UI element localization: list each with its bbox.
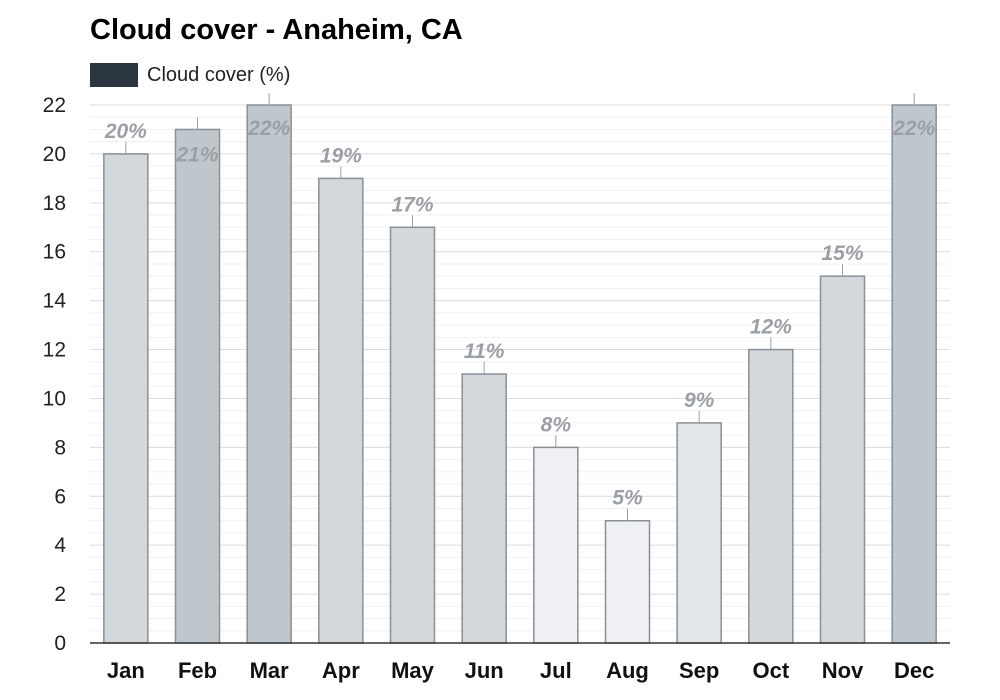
y-tick-label: 0	[54, 632, 66, 655]
y-tick-label: 16	[43, 241, 66, 264]
bar-dec	[891, 104, 937, 644]
legend-label: Cloud cover (%)	[147, 63, 291, 86]
x-tick-label: May	[391, 658, 435, 683]
x-tick-label: Sep	[679, 658, 719, 683]
legend-swatch	[90, 63, 138, 87]
y-tick-label: 8	[54, 436, 66, 459]
bar-sep	[676, 422, 722, 644]
bar-jun	[461, 373, 507, 644]
bar-nov	[819, 275, 866, 644]
x-tick-label: Feb	[178, 658, 217, 683]
data-label: 22%	[892, 117, 935, 140]
x-tick-label: Jun	[465, 658, 504, 683]
x-tick-label: Jan	[107, 658, 145, 683]
bar-jan	[103, 153, 149, 644]
bar-apr	[318, 177, 364, 644]
bar-may	[389, 226, 436, 644]
y-tick-label: 4	[54, 534, 66, 557]
data-label: 8%	[541, 413, 572, 436]
y-tick-label: 18	[43, 192, 66, 215]
bar-mar	[246, 104, 292, 644]
data-label: 11%	[464, 340, 505, 363]
data-label: 22%	[247, 117, 290, 140]
y-tick-label: 6	[54, 485, 66, 508]
y-tick-label: 10	[43, 387, 66, 410]
x-tick-label: Aug	[606, 658, 649, 683]
bar-aug	[604, 519, 651, 644]
data-label: 5%	[612, 487, 643, 510]
bar-feb	[174, 128, 221, 644]
x-tick-label: Mar	[250, 658, 290, 683]
data-label: 20%	[104, 120, 147, 143]
x-tick-label: Nov	[822, 658, 864, 683]
chart-title: Cloud cover - Anaheim, CA	[90, 14, 463, 46]
data-label: 12%	[750, 316, 792, 339]
y-tick-label: 20	[43, 143, 66, 166]
data-label: 19%	[320, 144, 362, 167]
data-label: 9%	[684, 389, 715, 412]
y-tick-label: 2	[54, 583, 66, 606]
x-tick-label: Dec	[894, 658, 934, 683]
x-tick-label: Apr	[322, 658, 360, 683]
bar-jul	[533, 446, 579, 644]
x-tick-label: Jul	[540, 658, 572, 683]
data-label: 15%	[821, 242, 863, 265]
legend: Cloud cover (%)	[90, 62, 290, 88]
x-tick-label: Oct	[752, 658, 789, 683]
data-label: 17%	[391, 193, 433, 216]
data-label: 21%	[175, 143, 218, 166]
bar-oct	[748, 348, 794, 644]
y-tick-label: 12	[43, 339, 66, 362]
y-tick-label: 22	[43, 94, 66, 117]
y-tick-label: 14	[43, 290, 67, 313]
